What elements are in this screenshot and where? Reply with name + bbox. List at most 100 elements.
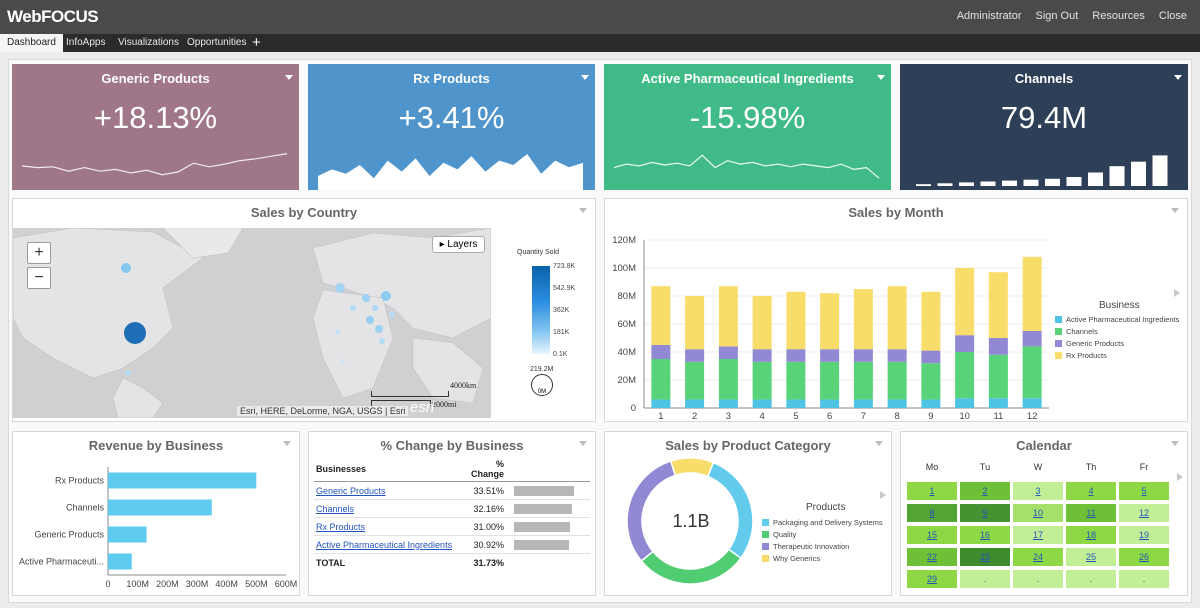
tab-opportunities[interactable]: Opportunities bbox=[187, 37, 247, 48]
kpi-menu-caret-icon[interactable] bbox=[581, 75, 589, 80]
bar-segment[interactable] bbox=[651, 286, 671, 345]
calendar-day-cell[interactable]: 5 bbox=[1119, 482, 1169, 500]
kpi-generic-products[interactable]: Generic Products +18.13% bbox=[12, 64, 299, 190]
map-bubble[interactable] bbox=[124, 322, 146, 344]
map-view[interactable]: + − ▸ Layers 4000km 2000mi Esri, HERE, D… bbox=[13, 228, 491, 418]
bar-segment[interactable] bbox=[752, 399, 772, 408]
kpi-menu-caret-icon[interactable] bbox=[877, 75, 885, 80]
bar-segment[interactable] bbox=[921, 399, 941, 408]
map-bubble[interactable] bbox=[125, 370, 131, 376]
kpi-menu-caret-icon[interactable] bbox=[1174, 75, 1182, 80]
calendar-day-cell[interactable]: 2 bbox=[960, 482, 1010, 500]
calendar-day-cell[interactable]: 11 bbox=[1066, 504, 1116, 522]
calendar-day-cell[interactable]: 26 bbox=[1119, 548, 1169, 566]
calendar-day-cell[interactable]: 4 bbox=[1066, 482, 1116, 500]
legend-item[interactable]: Generic Products bbox=[1055, 337, 1179, 349]
map-bubble[interactable] bbox=[335, 329, 341, 335]
legend-item[interactable]: Why Generics bbox=[762, 552, 883, 564]
kpi-channels[interactable]: Channels 79.4M bbox=[900, 64, 1188, 190]
zoom-out-button[interactable]: − bbox=[27, 267, 51, 289]
revenue-bar[interactable] bbox=[108, 499, 212, 516]
legend-toggle-arrow-icon[interactable] bbox=[1174, 289, 1180, 297]
map-bubble[interactable] bbox=[366, 316, 374, 324]
calendar-day-cell[interactable]: 1 bbox=[907, 482, 957, 500]
bar-segment[interactable] bbox=[887, 399, 907, 408]
resources-link[interactable]: Resources bbox=[1092, 10, 1145, 22]
bar-segment[interactable] bbox=[786, 399, 806, 408]
calendar-day-cell[interactable]: 29 bbox=[907, 570, 957, 588]
sign-out-link[interactable]: Sign Out bbox=[1035, 10, 1079, 22]
bar-segment[interactable] bbox=[887, 361, 907, 400]
bar-segment[interactable] bbox=[1022, 398, 1042, 408]
bar-segment[interactable] bbox=[685, 361, 705, 400]
tab-infoapps[interactable]: InfoApps bbox=[66, 37, 106, 48]
bar-segment[interactable] bbox=[786, 291, 806, 350]
calendar-day-cell[interactable]: 16 bbox=[960, 526, 1010, 544]
bar-segment[interactable] bbox=[820, 361, 840, 400]
calendar-day-cell[interactable]: 22 bbox=[907, 548, 957, 566]
bar-segment[interactable] bbox=[1022, 346, 1042, 399]
map-bubble[interactable] bbox=[379, 338, 385, 344]
bar-segment[interactable] bbox=[820, 399, 840, 408]
calendar-day-cell[interactable]: 18 bbox=[1066, 526, 1116, 544]
calendar-day-cell[interactable]: 25 bbox=[1066, 548, 1116, 566]
bar-segment[interactable] bbox=[955, 352, 975, 399]
calendar-day-cell[interactable]: 24 bbox=[1013, 548, 1063, 566]
calendar-day-cell[interactable]: 9 bbox=[960, 504, 1010, 522]
business-link-active-pharmaceutical-ingredients[interactable]: Active Pharmaceutical Ingredients bbox=[316, 539, 453, 550]
bar-segment[interactable] bbox=[651, 345, 671, 359]
calendar-day-cell[interactable]: 15 bbox=[907, 526, 957, 544]
legend-item[interactable]: Quality bbox=[762, 528, 883, 540]
bar-segment[interactable] bbox=[853, 349, 873, 362]
bar-segment[interactable] bbox=[718, 286, 738, 347]
bar-segment[interactable] bbox=[752, 349, 772, 362]
bar-segment[interactable] bbox=[685, 349, 705, 362]
add-tab-button[interactable]: + bbox=[252, 34, 261, 51]
bar-segment[interactable] bbox=[921, 363, 941, 400]
legend-item[interactable]: Therapeutic Innovation bbox=[762, 540, 883, 552]
layers-button[interactable]: ▸ Layers bbox=[432, 236, 485, 253]
business-link-rx-products[interactable]: Rx Products bbox=[316, 521, 366, 532]
map-bubble[interactable] bbox=[362, 294, 370, 302]
map-bubble[interactable] bbox=[341, 359, 345, 363]
bar-segment[interactable] bbox=[752, 361, 772, 400]
map-bubble[interactable] bbox=[350, 305, 356, 311]
bar-segment[interactable] bbox=[820, 349, 840, 362]
calendar-day-cell[interactable]: 19 bbox=[1119, 526, 1169, 544]
bar-segment[interactable] bbox=[786, 361, 806, 400]
bar-segment[interactable] bbox=[988, 338, 1008, 355]
calendar-day-cell[interactable]: 10 bbox=[1013, 504, 1063, 522]
map-bubble[interactable] bbox=[335, 283, 345, 293]
panel-menu-caret-icon[interactable] bbox=[579, 208, 587, 213]
bar-segment[interactable] bbox=[955, 335, 975, 352]
calendar-day-cell[interactable]: 8 bbox=[907, 504, 957, 522]
zoom-in-button[interactable]: + bbox=[27, 242, 51, 264]
close-link[interactable]: Close bbox=[1158, 10, 1187, 22]
bar-segment[interactable] bbox=[1022, 256, 1042, 331]
kpi-menu-caret-icon[interactable] bbox=[285, 75, 293, 80]
bar-segment[interactable] bbox=[853, 361, 873, 400]
panel-menu-caret-icon[interactable] bbox=[579, 441, 587, 446]
bar-segment[interactable] bbox=[718, 399, 738, 408]
tab-visualizations[interactable]: Visualizations bbox=[118, 37, 179, 48]
map-bubble[interactable] bbox=[389, 311, 395, 317]
donut-slice[interactable] bbox=[669, 457, 715, 478]
bar-segment[interactable] bbox=[685, 399, 705, 408]
bar-segment[interactable] bbox=[988, 272, 1008, 338]
panel-menu-caret-icon[interactable] bbox=[1171, 441, 1179, 446]
bar-segment[interactable] bbox=[988, 354, 1008, 399]
kpi-rx-products[interactable]: Rx Products +3.41% bbox=[308, 64, 595, 190]
bar-segment[interactable] bbox=[887, 286, 907, 350]
bar-segment[interactable] bbox=[887, 349, 907, 362]
calendar-day-cell[interactable]: 17 bbox=[1013, 526, 1063, 544]
calendar-day-cell[interactable]: 23 bbox=[960, 548, 1010, 566]
business-link-channels[interactable]: Channels bbox=[316, 503, 355, 514]
bar-segment[interactable] bbox=[955, 398, 975, 408]
legend-item[interactable]: Active Pharmaceutical Ingredients bbox=[1055, 313, 1179, 325]
bar-segment[interactable] bbox=[752, 296, 772, 350]
legend-item[interactable]: Packaging and Delivery Systems bbox=[762, 516, 883, 528]
bar-segment[interactable] bbox=[1022, 331, 1042, 347]
tab-dashboard[interactable]: Dashboard bbox=[0, 34, 63, 52]
bar-segment[interactable] bbox=[718, 346, 738, 359]
bar-segment[interactable] bbox=[718, 359, 738, 400]
